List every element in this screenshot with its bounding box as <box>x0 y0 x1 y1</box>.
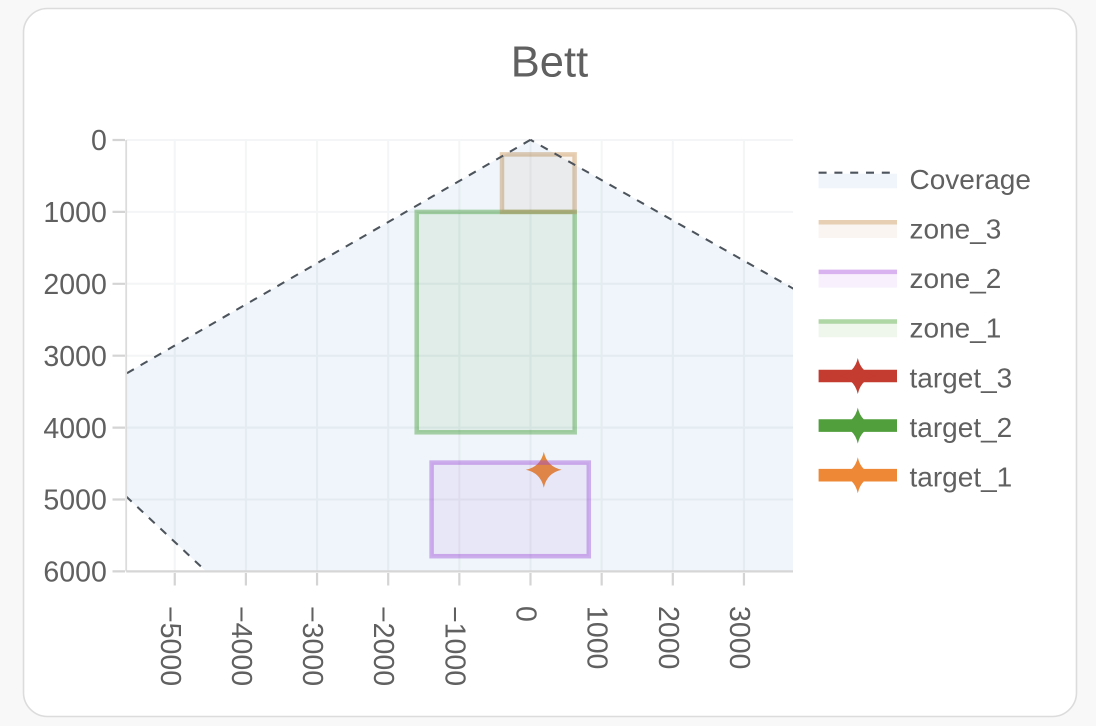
svg-text:target_1: target_1 <box>910 462 1013 493</box>
svg-text:−4000: −4000 <box>225 606 257 686</box>
svg-text:5000: 5000 <box>43 485 106 517</box>
svg-text:2000: 2000 <box>652 606 684 669</box>
svg-text:−2000: −2000 <box>367 606 399 686</box>
svg-text:target_2: target_2 <box>910 412 1013 443</box>
svg-text:−5000: −5000 <box>154 606 186 686</box>
svg-text:3000: 3000 <box>43 341 106 373</box>
svg-text:zone_2: zone_2 <box>910 263 1002 294</box>
svg-text:2000: 2000 <box>43 269 106 301</box>
svg-text:1000: 1000 <box>581 606 613 669</box>
svg-text:zone_3: zone_3 <box>910 214 1002 245</box>
svg-text:target_3: target_3 <box>910 362 1013 393</box>
svg-text:Bett: Bett <box>511 38 588 86</box>
svg-text:−1000: −1000 <box>438 606 470 686</box>
svg-text:1000: 1000 <box>43 197 106 229</box>
svg-text:−3000: −3000 <box>296 606 328 686</box>
svg-text:6000: 6000 <box>43 557 106 589</box>
svg-text:Coverage: Coverage <box>910 164 1031 195</box>
svg-text:3000: 3000 <box>723 606 755 669</box>
svg-text:zone_1: zone_1 <box>910 313 1002 344</box>
svg-text:4000: 4000 <box>43 413 106 445</box>
svg-text:0: 0 <box>510 606 542 622</box>
svg-text:0: 0 <box>91 125 107 157</box>
